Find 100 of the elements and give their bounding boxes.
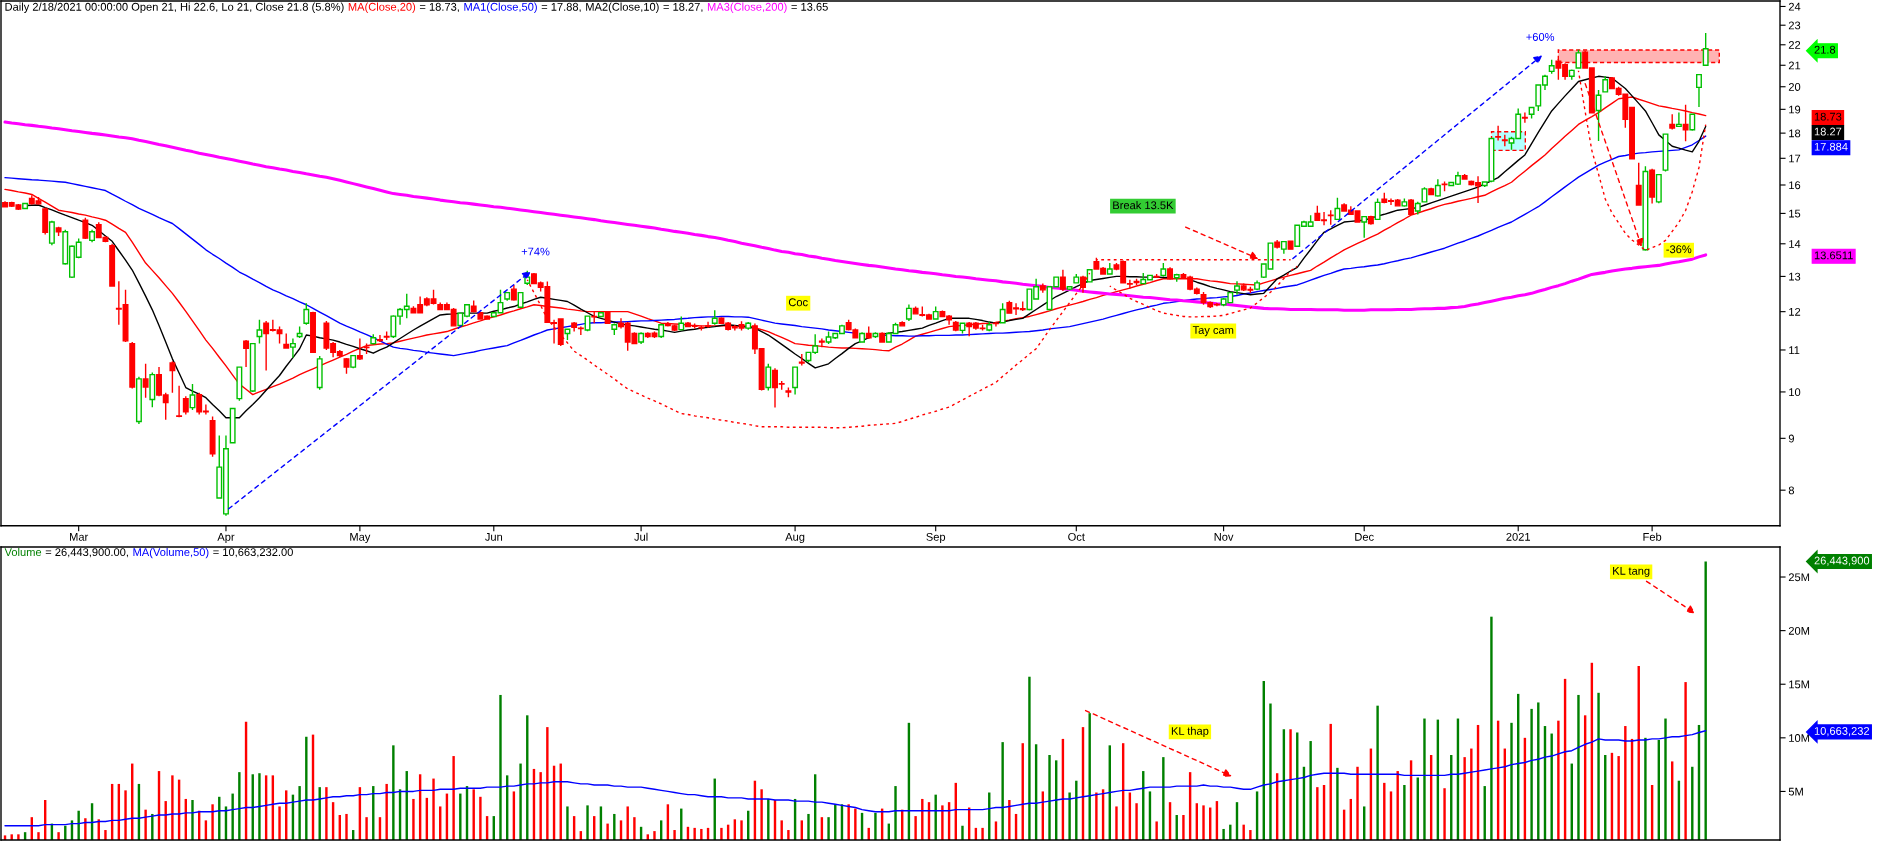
candlestick [705, 320, 712, 329]
text: 18.73 [1814, 112, 1842, 121]
candlestick [470, 299, 477, 314]
candlestick [343, 357, 350, 375]
x-tick-label: Oct [1068, 532, 1085, 541]
x-tick-label: Jul [634, 532, 648, 541]
candlestick [243, 339, 250, 368]
candlestick [879, 331, 886, 344]
text: MA3(Close,200) [707, 2, 787, 13]
candlestick [785, 386, 792, 398]
candlestick [1642, 165, 1649, 252]
annotation: = 17.88, [541, 2, 581, 13]
candlestick [859, 331, 866, 344]
y-tick-label: 16 [1789, 181, 1801, 190]
x-tick-label: Dec [1355, 533, 1374, 541]
candlestick [363, 342, 370, 355]
y-tick-label: 10M [1789, 734, 1810, 742]
candlestick [189, 383, 196, 411]
candlestick [1274, 239, 1281, 250]
text: 17.884 [1814, 142, 1848, 151]
y-tick-label: 5M [1788, 787, 1803, 796]
candlestick [765, 363, 772, 392]
annotation: = 10,663,232.00 [213, 548, 293, 558]
y-tick-label: 14 [1789, 240, 1801, 248]
candlestick [564, 327, 571, 341]
candlestick [1655, 173, 1662, 204]
y-tick-label: 12 [1789, 307, 1801, 316]
candlestick [22, 201, 29, 210]
candlestick [370, 333, 377, 346]
candlestick [1689, 113, 1696, 132]
candlestick [1428, 187, 1435, 196]
annotation: +60% [1526, 33, 1555, 41]
y-tick-label: 21 [1788, 61, 1801, 70]
annotation: +74% [521, 247, 550, 256]
annotation: KL thap [1171, 726, 1209, 738]
candlestick [249, 342, 256, 393]
x-tick-label: Jun [485, 533, 503, 541]
annotation: = 18.27, [663, 2, 703, 13]
candlestick [1280, 240, 1287, 255]
y-tick-label: 15M [1789, 680, 1810, 689]
candlestick [303, 302, 310, 326]
candlestick [745, 321, 752, 331]
candlestick [597, 310, 604, 318]
candlestick [109, 243, 116, 288]
candlestick [510, 284, 517, 302]
y-tick-label: 23 [1788, 21, 1801, 30]
candlestick [289, 337, 296, 359]
annotation: = 26,443,900.00, [45, 548, 128, 558]
x-tick-label: Sep [926, 532, 946, 543]
annotation: = 18.73, [419, 2, 459, 13]
candlestick [1669, 113, 1676, 131]
y-tick-label: 17 [1789, 154, 1801, 163]
x-tick-label: May [350, 533, 371, 543]
candlestick [1568, 68, 1575, 81]
candlestick [711, 309, 718, 326]
candlestick [55, 226, 62, 237]
candlestick [1682, 104, 1689, 142]
candlestick [1287, 239, 1294, 251]
candlestick [678, 315, 685, 332]
annotation: -36% [1666, 245, 1692, 254]
y-tick-label: 15 [1789, 209, 1801, 218]
candlestick [865, 325, 872, 340]
text: Volume [4, 547, 42, 557]
text: 18.27 [1814, 127, 1842, 136]
candlestick [350, 354, 357, 370]
y-tick-label: 24 [1788, 2, 1801, 11]
candlestick [310, 310, 316, 354]
x-tick-label: Apr [217, 533, 235, 543]
annotation: Coc [788, 298, 808, 307]
candlestick [658, 322, 665, 339]
candlestick [517, 291, 524, 309]
candlestick [798, 353, 805, 367]
candlestick [356, 337, 363, 361]
y-tick-label: 19 [1789, 105, 1801, 114]
candlestick [376, 334, 383, 343]
candlestick [1635, 162, 1642, 206]
annotation: = 13.65 [791, 2, 828, 11]
text: MA1(Close,50) [464, 2, 537, 13]
text: MA(Volume,50) [133, 547, 209, 559]
candlestick [1401, 197, 1408, 208]
candlestick [611, 322, 618, 336]
y-tick-label: 13 [1789, 272, 1801, 281]
y-tick-label: 22 [1788, 41, 1801, 49]
x-tick-label: Nov [1214, 533, 1234, 541]
candlestick [209, 415, 216, 458]
candlestick [1327, 209, 1334, 226]
candlestick [524, 270, 531, 286]
x-tick-label: Mar [70, 533, 89, 541]
candlestick [1367, 215, 1374, 226]
candlestick [129, 341, 136, 390]
annotation: KL tang [1613, 567, 1650, 577]
x-tick-label: Feb [1643, 532, 1662, 541]
text: 26,443,900 [1814, 556, 1870, 566]
candlestick [256, 319, 263, 345]
candlestick [1414, 201, 1421, 216]
candlestick [1501, 134, 1508, 147]
candlestick [1160, 262, 1167, 278]
candlestick [316, 355, 323, 391]
y-tick-label: 25M [1788, 573, 1810, 582]
candlestick [1702, 32, 1709, 66]
